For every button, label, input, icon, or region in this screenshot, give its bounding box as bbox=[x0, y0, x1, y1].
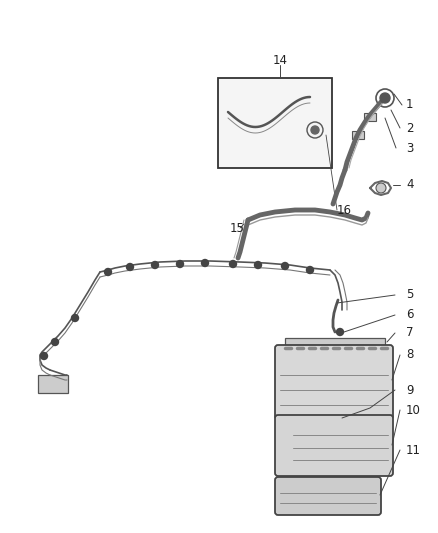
Text: 14: 14 bbox=[272, 53, 287, 67]
Text: 10: 10 bbox=[406, 403, 421, 416]
FancyBboxPatch shape bbox=[275, 477, 381, 515]
FancyBboxPatch shape bbox=[275, 345, 393, 419]
Bar bbox=[352, 131, 364, 139]
Circle shape bbox=[52, 338, 59, 345]
Circle shape bbox=[152, 262, 159, 269]
Circle shape bbox=[40, 352, 47, 359]
Text: 5: 5 bbox=[406, 288, 413, 302]
Text: 7: 7 bbox=[406, 327, 413, 340]
Circle shape bbox=[336, 328, 343, 335]
Bar bbox=[278, 446, 290, 454]
Bar bbox=[364, 113, 376, 121]
Circle shape bbox=[311, 126, 319, 134]
Circle shape bbox=[230, 261, 237, 268]
Text: 15: 15 bbox=[230, 222, 245, 235]
Circle shape bbox=[376, 183, 386, 193]
Circle shape bbox=[307, 266, 314, 273]
Circle shape bbox=[71, 314, 78, 321]
Circle shape bbox=[127, 263, 134, 271]
Text: 16: 16 bbox=[337, 204, 352, 216]
Text: 9: 9 bbox=[406, 384, 413, 397]
Text: 6: 6 bbox=[406, 309, 413, 321]
Circle shape bbox=[254, 262, 261, 269]
Bar bbox=[278, 422, 290, 430]
Bar bbox=[38, 375, 68, 393]
Text: 11: 11 bbox=[406, 443, 421, 456]
Text: 4: 4 bbox=[406, 179, 413, 191]
Bar bbox=[218, 78, 332, 168]
Bar bbox=[285, 338, 385, 346]
FancyBboxPatch shape bbox=[275, 415, 393, 476]
Circle shape bbox=[201, 260, 208, 266]
Text: 3: 3 bbox=[406, 141, 413, 155]
Text: 8: 8 bbox=[406, 349, 413, 361]
Circle shape bbox=[282, 262, 289, 270]
Circle shape bbox=[105, 269, 112, 276]
Text: 2: 2 bbox=[406, 122, 413, 134]
Text: 1: 1 bbox=[406, 99, 413, 111]
Bar bbox=[278, 456, 290, 464]
Bar bbox=[278, 434, 290, 442]
Circle shape bbox=[380, 93, 390, 103]
Circle shape bbox=[177, 261, 184, 268]
